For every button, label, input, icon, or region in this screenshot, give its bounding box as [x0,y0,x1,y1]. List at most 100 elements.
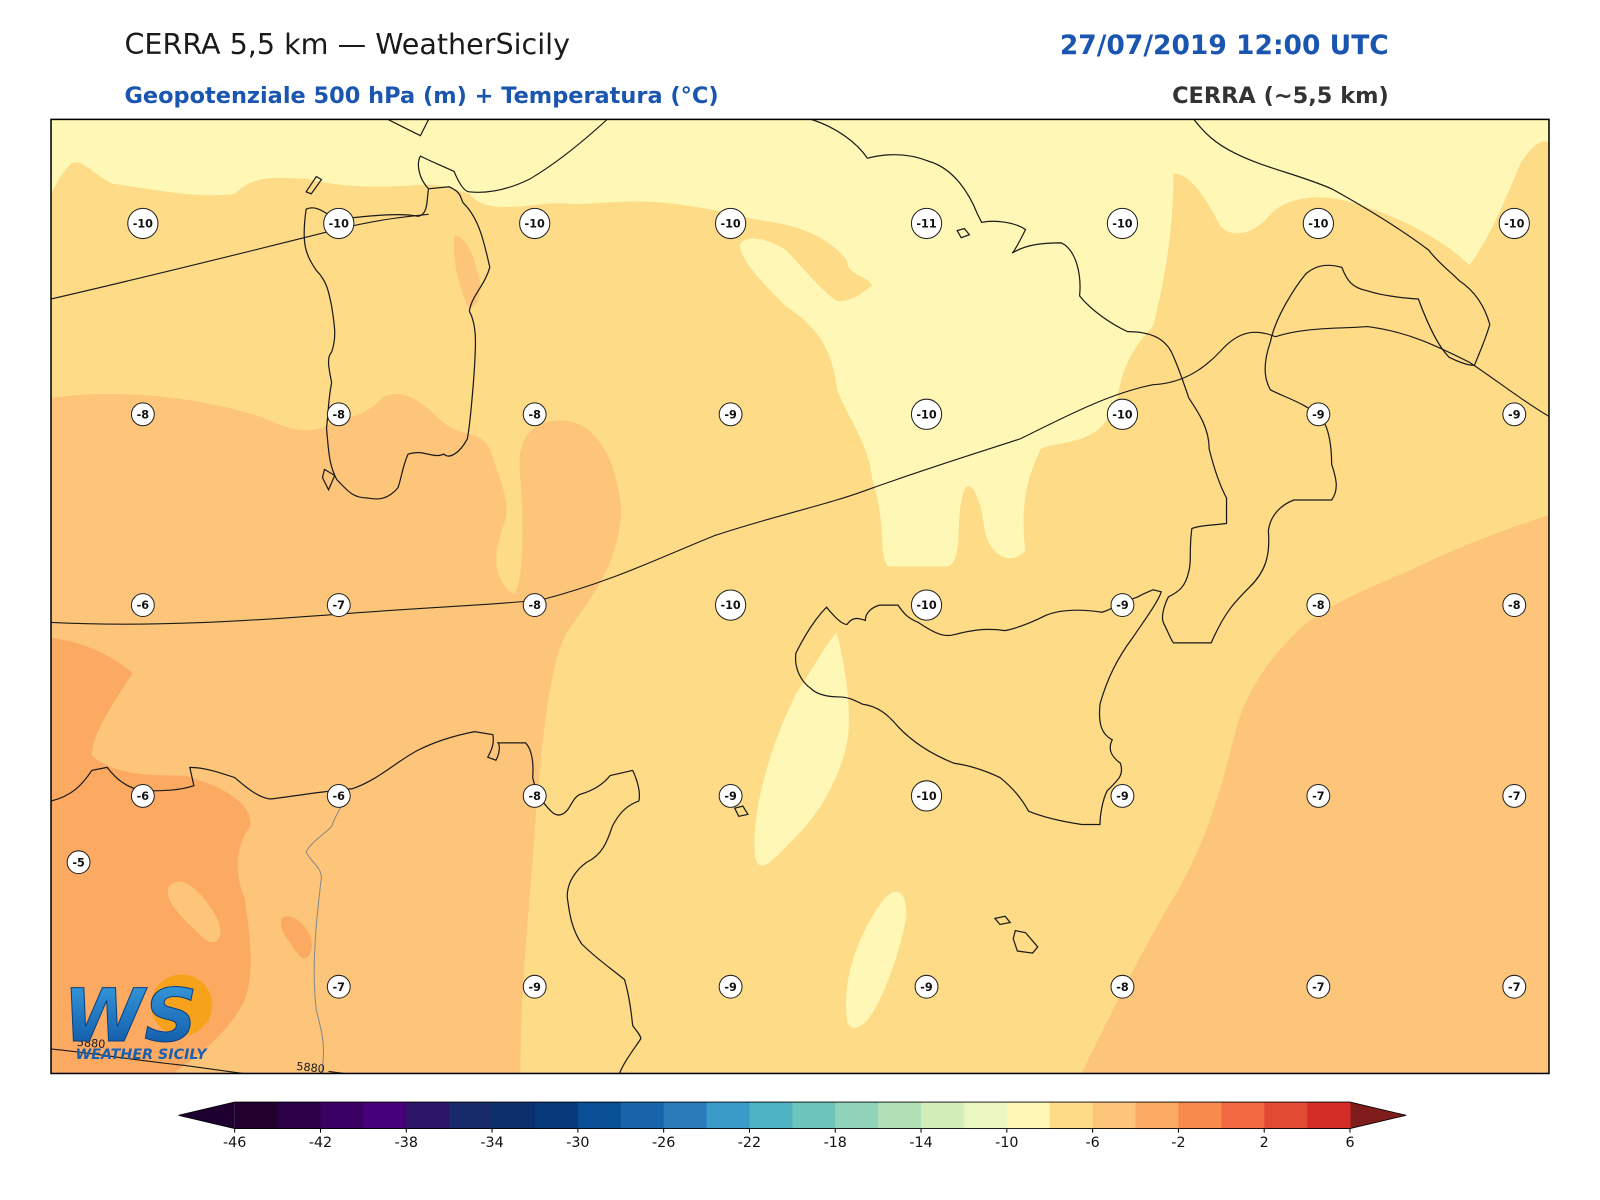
temperature-label: -10 [916,599,936,612]
temperature-marker [1502,593,1527,618]
temperature-labels: -10 -10 -10 -10 -11 -10 -10 -10 -8 -8 -8 -9 -10 -10 -9… [66,207,1530,999]
colorbar-tick-label: -30 [566,1135,589,1151]
temperature-marker [1502,783,1527,808]
colorbar-segment [1221,1102,1265,1129]
temperature-marker [914,974,939,999]
colorbar-tick-label: -26 [652,1135,675,1151]
coastline [321,468,336,492]
map-frame [50,118,1550,1075]
temperature-marker [1306,974,1331,999]
temperature-label: -8 [528,408,541,421]
temperature-marker [326,593,351,618]
temperature-label: -7 [1508,790,1520,803]
temperature-marker [326,974,351,999]
coastline [956,227,971,239]
temperature-label: -5 [72,856,85,869]
temperature-marker [66,850,91,875]
temperature-label: -7 [1312,981,1324,994]
temperature-marker [910,207,943,240]
colorbar-segment [963,1102,1008,1129]
temperature-label: -7 [333,981,345,994]
colorbar-tick-label: -6 [1086,1135,1100,1151]
colorbar-tick-label: -42 [309,1135,332,1151]
colorbar-segment [363,1102,407,1129]
cold-region [51,119,572,208]
colorbar-segment [1049,1102,1094,1129]
temperature-label: -10 [916,790,936,803]
colorbar-segment [534,1102,579,1129]
colorbar-segment [234,1102,279,1129]
logo: WS WEATHER SICILY [63,973,213,1063]
coastline [811,119,1491,644]
temperature-marker [1306,402,1331,427]
logo-text: WEATHER SICILY [76,1047,209,1063]
colorbar-segment [277,1102,321,1129]
temperature-marker [522,783,547,808]
subtitle: Geopotenziale 500 hPa (m) + Temperatura … [124,83,718,109]
temperature-label: -10 [329,218,349,231]
temperature-label: -9 [1508,408,1521,421]
temperature-marker [718,402,743,427]
temperature-label: -10 [916,408,936,421]
temperature-label: -8 [1116,981,1129,994]
contour-line [51,213,429,300]
colorbar-segment [706,1102,750,1129]
contour-line [51,325,1549,625]
colorbar: -46 -42 -38 -34 -30 -26 -22 -18 -14 -10 -6 -2 2 6 [178,1101,1407,1151]
warm-region [167,881,221,943]
temperature-marker [1106,398,1139,430]
temperature-label: -9 [724,981,737,994]
colorbar-tick-label: -46 [223,1135,246,1151]
colorbar-tick-label: -34 [480,1135,503,1151]
temperature-marker [522,974,547,999]
temperature-marker [326,402,351,427]
temperature-marker [1106,207,1139,240]
colorbar-segment [1307,1102,1351,1129]
colorbar-tick-label: -22 [738,1135,761,1151]
border [305,795,348,1074]
temperature-marker [910,589,943,621]
colorbar-segment [792,1102,836,1129]
warmer-region [51,637,251,1074]
cold-region [845,891,907,1029]
contour-label: 5880 [76,1036,106,1051]
coastline [733,805,1039,954]
temperature-label: -9 [528,981,541,994]
temperature-marker [522,593,547,618]
colorbar-tick-label: -10 [995,1135,1018,1151]
warm-region [453,236,480,308]
colorbar-segment [577,1102,622,1129]
colorbar-segment [1135,1102,1179,1129]
temperature-marker [910,398,943,430]
coastline [305,119,470,195]
temperature-marker [323,207,355,240]
colorbar-segment [406,1102,450,1129]
temperature-label: -6 [137,790,150,803]
temperature-marker [130,402,155,427]
colorbar-tick-label: 6 [1345,1135,1354,1151]
temperature-label: -6 [333,790,346,803]
logo-sun [151,974,213,1036]
temperature-label: -8 [333,408,346,421]
temperature-marker [718,974,743,999]
contour-line [469,119,608,193]
temperature-label: -7 [1312,790,1324,803]
colorbar-segment [620,1102,665,1129]
colorbar-segment [878,1102,922,1129]
colorbar-extend-max [1350,1102,1407,1129]
temperature-marker [1502,402,1527,427]
temperature-marker [715,589,747,621]
temperature-marker [519,207,551,240]
temperature-label: -9 [1116,599,1129,612]
temperature-label: -7 [333,599,345,612]
temperature-label: -9 [724,408,737,421]
temperature-marker [1502,974,1527,999]
temperature-marker [1110,974,1135,999]
temperature-label: -9 [1312,408,1325,421]
temperature-marker [1302,207,1334,240]
colorbar-tick-label: -14 [909,1135,932,1151]
temperature-marker [1110,783,1135,808]
temperature-label: -10 [525,218,545,231]
cold-region [754,632,849,866]
